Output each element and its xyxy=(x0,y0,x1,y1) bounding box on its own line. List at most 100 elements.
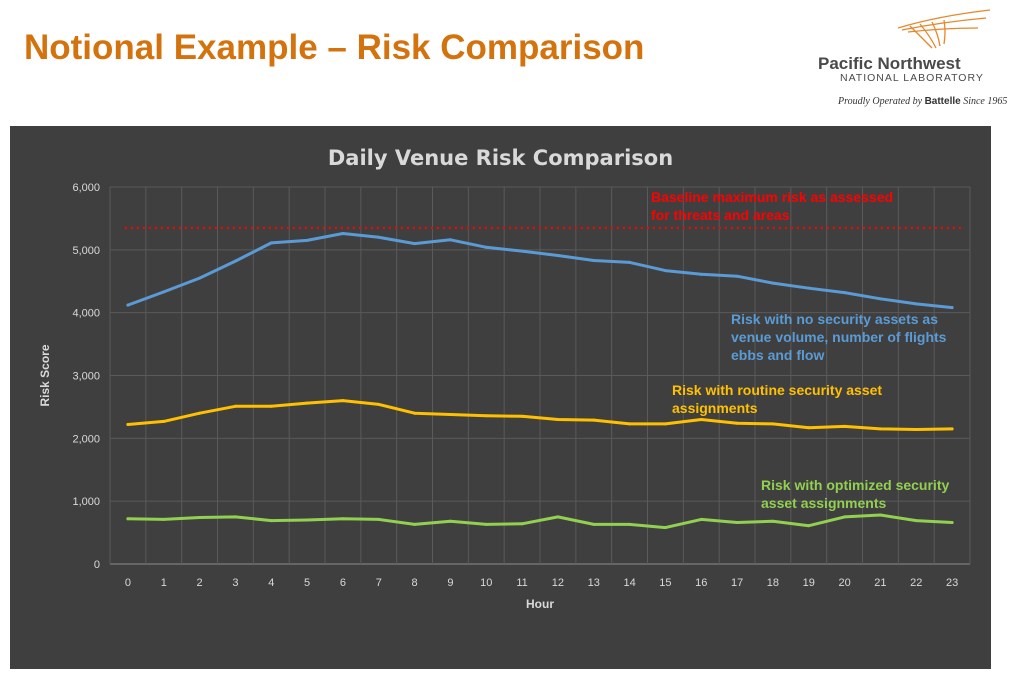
x-tick-label: 22 xyxy=(910,577,922,589)
annotation-baseline-line-1: Baseline maximum risk as assessed xyxy=(651,189,894,205)
x-tick-label: 17 xyxy=(731,577,743,589)
series-2-point xyxy=(807,426,811,430)
series-3-point xyxy=(162,517,166,521)
series-3-point xyxy=(699,517,703,521)
series-line-1 xyxy=(126,232,954,310)
series-3-point xyxy=(520,522,524,526)
annotation-routine-line-1: Risk with routine security asset xyxy=(672,382,883,398)
series-3-point xyxy=(377,517,381,521)
series-2-point xyxy=(699,417,703,421)
series-2-point xyxy=(305,401,309,405)
series-2-point xyxy=(413,411,417,415)
x-tick-label: 3 xyxy=(232,577,238,589)
x-tick-label: 13 xyxy=(588,577,600,589)
series-3-point xyxy=(126,517,130,521)
x-tick-label: 6 xyxy=(340,577,346,589)
x-tick-label: 4 xyxy=(268,577,274,589)
x-tick-label: 19 xyxy=(803,577,815,589)
series-1-point xyxy=(484,245,488,249)
annotation-baseline-line-2: for threats and areas xyxy=(651,207,790,223)
series-1-point xyxy=(162,290,166,294)
x-tick-label: 15 xyxy=(659,577,671,589)
x-tick-label: 18 xyxy=(767,577,779,589)
x-tick-label: 11 xyxy=(516,577,527,589)
series-2-point xyxy=(914,428,918,432)
series-2-point xyxy=(843,424,847,428)
series-1-point xyxy=(126,303,130,307)
x-axis-title: Hour xyxy=(526,597,554,611)
series-2-point xyxy=(269,404,273,408)
series-1-point xyxy=(735,274,739,278)
series-3-point xyxy=(448,519,452,523)
series-2-point xyxy=(448,412,452,416)
series-1-point xyxy=(233,259,237,263)
series-2-point xyxy=(162,419,166,423)
pnnl-logo: Pacific Northwest NATIONAL LABORATORY Pr… xyxy=(810,8,1010,112)
series-3-point xyxy=(914,519,918,523)
y-tick-label: 1,000 xyxy=(72,496,100,508)
series-2-point xyxy=(592,418,596,422)
series-1-point xyxy=(305,238,309,242)
x-tick-label: 1 xyxy=(161,577,167,589)
series-2-point xyxy=(520,414,524,418)
annotation-no-security: Risk with no security assets as venue vo… xyxy=(731,310,946,364)
chart-title: Daily Venue Risk Comparison xyxy=(327,146,674,170)
series-1-point xyxy=(950,306,954,310)
annotation-routine: Risk with routine security asset assignm… xyxy=(672,381,882,417)
series-2-point xyxy=(950,427,954,431)
x-tick-label: 8 xyxy=(412,577,418,589)
series-2-point xyxy=(663,422,667,426)
annotation-no-security-line-2: venue volume, number of flights xyxy=(731,329,947,345)
x-tick-label: 2 xyxy=(197,577,203,589)
series-1-point xyxy=(843,291,847,295)
series-1-point xyxy=(878,297,882,301)
series-1-point xyxy=(198,276,202,280)
annotation-no-security-line-3: ebbs and flow xyxy=(731,347,825,363)
series-1-point xyxy=(663,269,667,273)
series-3-point xyxy=(484,522,488,526)
series-2-point xyxy=(341,399,345,403)
logo-name: Pacific Northwest xyxy=(818,54,961,73)
series-1-point xyxy=(269,241,273,245)
series-3-point xyxy=(233,515,237,519)
x-tick-label: 16 xyxy=(695,577,707,589)
series-1-point xyxy=(341,231,345,235)
series-3-point xyxy=(305,518,309,522)
series-1-point xyxy=(448,238,452,242)
chart-panel: 0 1,000 2,000 3,000 4,000 5,000 6,000 0 1 2 3 4 5 6 7 8… xyxy=(10,126,991,669)
slide-title: Notional Example – Risk Comparison xyxy=(24,28,645,67)
series-1-point xyxy=(377,235,381,239)
x-tick-label: 5 xyxy=(304,577,310,589)
series-1-point xyxy=(520,249,524,253)
series-2-point xyxy=(878,427,882,431)
series-1-point xyxy=(413,242,417,246)
series-2-point xyxy=(233,404,237,408)
y-tick-label: 0 xyxy=(94,559,100,571)
x-tick-label: 23 xyxy=(946,577,958,589)
logo-tagline: Proudly Operated by Battelle Since 1965 xyxy=(838,96,1007,107)
annotation-baseline: Baseline maximum risk as assessed for th… xyxy=(651,188,893,224)
series-2-point xyxy=(198,411,202,415)
annotation-no-security-line-1: Risk with no security assets as xyxy=(731,311,938,327)
series-1-point xyxy=(628,260,632,264)
y-tick-label: 3,000 xyxy=(72,371,100,383)
series-2-point xyxy=(771,422,775,426)
x-tick-label: 21 xyxy=(874,577,886,589)
series-2-point xyxy=(484,414,488,418)
series-3-point xyxy=(878,513,882,517)
series-1-point xyxy=(556,253,560,257)
series-3-point xyxy=(413,522,417,526)
series-3-point xyxy=(735,521,739,525)
annotation-routine-line-2: assignments xyxy=(672,400,758,416)
tagline-brand: Battelle xyxy=(924,96,961,107)
y-tick-label: 5,000 xyxy=(72,245,100,257)
series-3-point xyxy=(592,522,596,526)
series-3-point xyxy=(556,515,560,519)
annotation-optimized-line-2: asset assignments xyxy=(761,495,887,511)
tagline-pre: Proudly Operated by xyxy=(838,96,925,107)
x-tick-label: 20 xyxy=(838,577,850,589)
annotation-optimized-line-1: Risk with optimized security xyxy=(761,477,950,493)
series-3-point xyxy=(269,519,273,523)
annotation-optimized: Risk with optimized security asset assig… xyxy=(761,476,949,512)
